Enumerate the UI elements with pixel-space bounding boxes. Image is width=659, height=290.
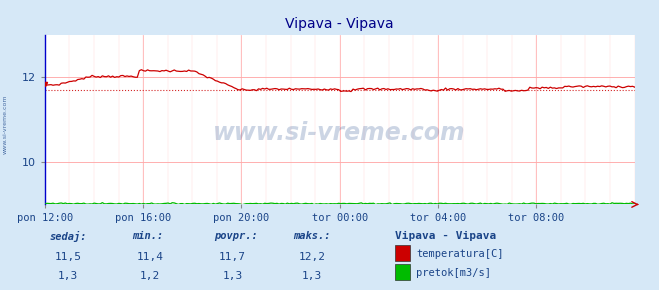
Text: www.si-vreme.com: www.si-vreme.com xyxy=(3,95,8,155)
Title: Vipava - Vipava: Vipava - Vipava xyxy=(285,17,394,31)
Text: povpr.:: povpr.: xyxy=(214,231,258,241)
Text: temperatura[C]: temperatura[C] xyxy=(416,249,504,259)
Text: sedaj:: sedaj: xyxy=(49,231,87,242)
Text: 11,5: 11,5 xyxy=(55,252,81,262)
Text: 1,3: 1,3 xyxy=(223,271,243,281)
Text: www.si-vreme.com: www.si-vreme.com xyxy=(214,121,466,145)
Text: Vipava - Vipava: Vipava - Vipava xyxy=(395,231,497,241)
Text: 1,3: 1,3 xyxy=(58,271,78,281)
Text: 1,3: 1,3 xyxy=(302,271,322,281)
Text: 11,4: 11,4 xyxy=(137,252,163,262)
Text: pretok[m3/s]: pretok[m3/s] xyxy=(416,268,492,278)
Text: 12,2: 12,2 xyxy=(299,252,325,262)
Text: 1,2: 1,2 xyxy=(140,271,160,281)
Text: min.:: min.: xyxy=(132,231,163,241)
Text: maks.:: maks.: xyxy=(293,231,331,241)
Text: 11,7: 11,7 xyxy=(219,252,246,262)
